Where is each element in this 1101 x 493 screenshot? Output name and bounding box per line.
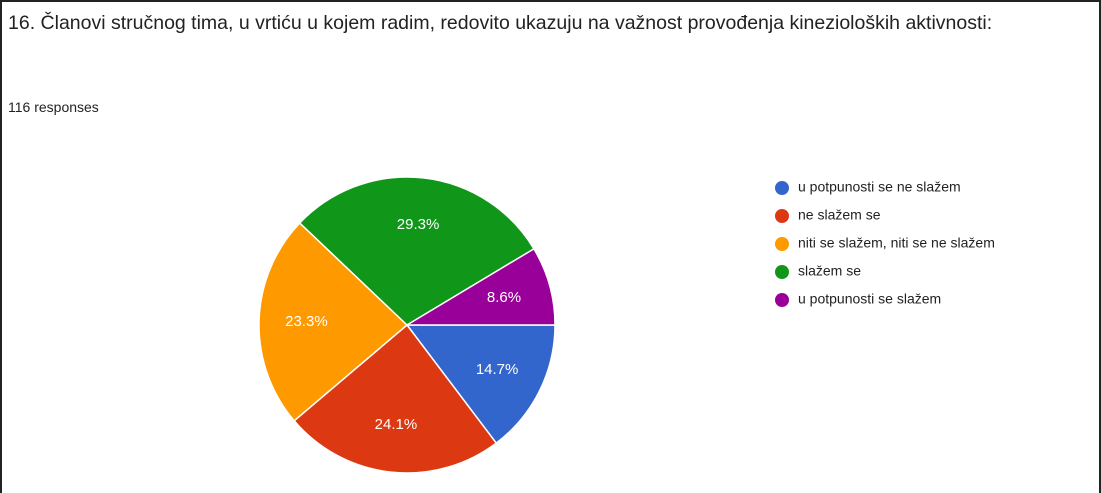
pie-slice — [258, 221, 409, 422]
data-label: 29.3% — [397, 216, 440, 233]
legend-label: u potpunosti se slažem — [798, 291, 941, 307]
response-count: 116 responses — [8, 99, 99, 115]
legend-label: slažem se — [798, 263, 861, 279]
legend-swatch — [775, 181, 789, 195]
legend-swatch — [775, 209, 789, 223]
legend-swatch — [775, 293, 789, 307]
pie-slice — [298, 176, 535, 326]
question-title: 16. Članovi stručnog tima, u vrtiću u ko… — [8, 12, 993, 34]
pie-slice — [405, 324, 556, 445]
legend-label: u potpunosti se ne slažem — [798, 179, 961, 195]
data-label: 24.1% — [375, 416, 418, 433]
legend-label: ne slažem se — [798, 207, 881, 223]
legend-label: niti se slažem, niti se ne slažem — [798, 235, 995, 251]
legend-swatch — [775, 265, 789, 279]
pie-slice — [293, 323, 498, 474]
data-label: 14.7% — [476, 361, 519, 378]
data-label: 23.3% — [285, 313, 328, 330]
legend-swatch — [775, 237, 789, 251]
pie-slice — [404, 247, 556, 326]
data-label: 8.6% — [487, 289, 521, 306]
